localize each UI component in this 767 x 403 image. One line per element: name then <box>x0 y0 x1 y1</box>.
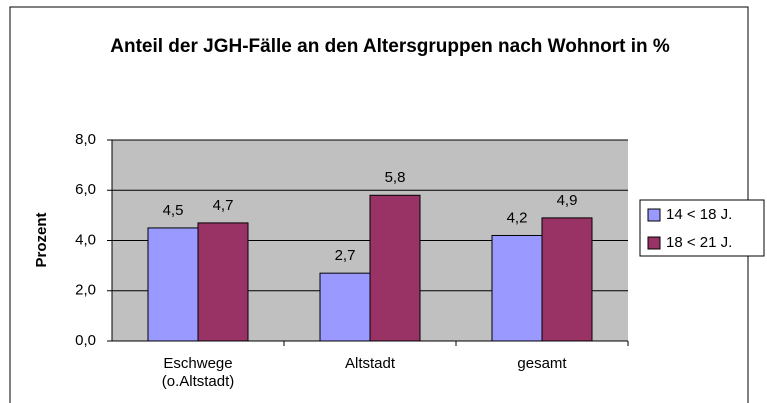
bar <box>319 272 371 342</box>
y-tick-label: 0,0 <box>75 332 96 349</box>
legend-box <box>639 199 765 257</box>
chart-title: Anteil der JGH-Fälle an den Altersgruppe… <box>110 36 670 57</box>
y-axis-label: Prozent <box>33 212 50 267</box>
y-tick-label: 4,0 <box>75 231 96 248</box>
data-label: 5,8 <box>385 169 406 186</box>
legend-swatch <box>647 208 661 222</box>
x-tick-label: Altstadt <box>344 355 396 372</box>
data-label: 4,2 <box>507 209 528 226</box>
bar <box>197 222 249 342</box>
legend-swatch <box>647 236 661 250</box>
data-label: 2,7 <box>335 247 356 264</box>
bar <box>491 234 543 342</box>
legend-label: 18 < 21 J. <box>666 234 732 251</box>
x-tick-label: Eschwege (o.Altstadt) <box>161 355 235 390</box>
y-tick-label: 2,0 <box>75 282 96 299</box>
y-tick-label: 6,0 <box>75 181 96 198</box>
bar <box>369 194 421 342</box>
bar <box>147 227 199 342</box>
x-tick-label: gesamt <box>517 355 567 372</box>
data-label: 4,5 <box>163 202 184 219</box>
bar <box>541 217 593 342</box>
y-tick-label: 8,0 <box>75 131 96 148</box>
data-label: 4,9 <box>557 192 578 209</box>
legend-label: 14 < 18 J. <box>666 206 732 223</box>
data-label: 4,7 <box>213 197 234 214</box>
